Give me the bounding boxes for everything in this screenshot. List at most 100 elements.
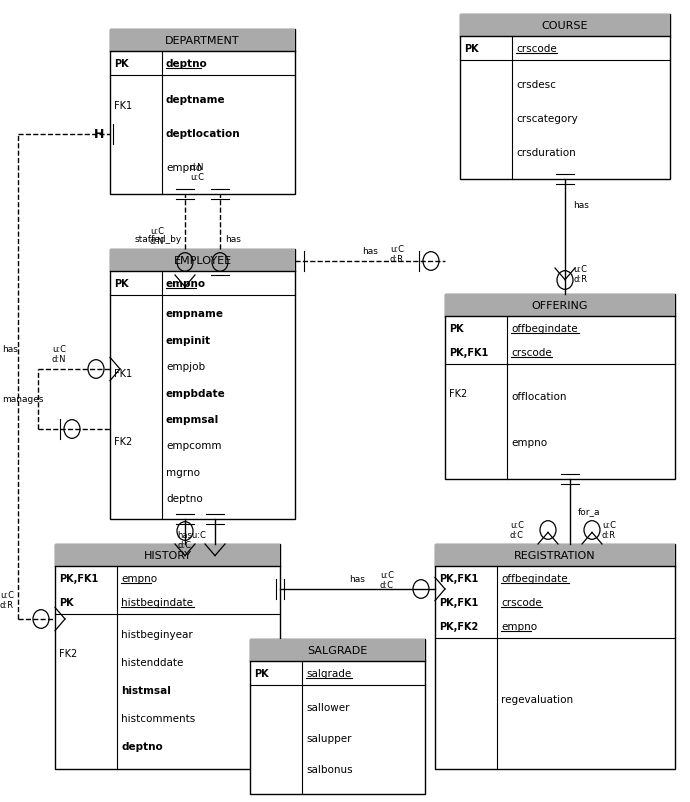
Text: histenddate: histenddate [121,657,184,667]
Text: d:R: d:R [390,255,404,264]
Text: empjob: empjob [166,362,205,371]
Text: SALGRADE: SALGRADE [307,645,368,655]
Text: FK2: FK2 [59,648,77,658]
Text: deptlocation: deptlocation [166,128,241,139]
Text: empno: empno [166,278,206,289]
Text: u:C: u:C [190,172,204,181]
Text: COURSE: COURSE [542,21,589,31]
Bar [110,30,295,52]
Text: PK,FK2: PK,FK2 [439,622,478,631]
Text: manages: manages [2,395,43,404]
Text: u:C: u:C [510,520,524,529]
Text: hasu:C: hasu:C [177,530,206,539]
Text: u:C: u:C [602,520,616,529]
Text: has: has [2,345,18,354]
Text: FK2: FK2 [114,436,132,446]
Text: offbegindate: offbegindate [501,573,568,583]
Text: H: H [94,128,104,141]
Text: u:C: u:C [52,345,66,354]
Text: crscategory: crscategory [516,114,578,124]
Bar [55,545,280,566]
Text: empno: empno [511,438,547,448]
Text: crscode: crscode [511,347,552,358]
Text: EMPLOYEE: EMPLOYEE [173,256,232,265]
Text: histbegindate: histbegindate [121,597,193,607]
Text: d:C: d:C [510,530,524,539]
Text: empno: empno [166,163,202,172]
Text: d:N: d:N [150,237,164,245]
Text: crsdesc: crsdesc [516,79,556,90]
Text: PK,FK1: PK,FK1 [449,347,489,358]
Text: for_a: for_a [578,507,600,516]
Text: histcomments: histcomments [121,714,195,723]
Text: has: has [349,575,365,584]
Text: u:C: u:C [0,589,14,599]
Text: PK: PK [254,668,268,678]
Text: empname: empname [166,309,224,319]
Bar [250,639,425,794]
Text: OFFERING: OFFERING [532,301,589,310]
Text: offbegindate: offbegindate [511,323,578,334]
Bar [460,15,670,37]
Text: deptno: deptno [166,59,208,69]
Text: u:C: u:C [573,265,587,274]
Bar [445,294,675,317]
Text: u:C: u:C [390,245,404,254]
Text: PK: PK [449,323,464,334]
Text: HISTORY: HISTORY [144,550,192,561]
Text: PK: PK [114,278,128,289]
Text: d:N: d:N [52,355,66,364]
Bar [445,294,675,480]
Bar [250,639,425,661]
Text: crscode: crscode [516,44,557,54]
Text: sallower: sallower [306,702,350,712]
Text: crsduration: crsduration [516,148,575,158]
Text: salbonus: salbonus [306,764,353,774]
Text: d:R: d:R [573,275,587,284]
Text: deptno: deptno [166,493,203,504]
Text: regevaluation: regevaluation [501,695,573,704]
Text: empno: empno [121,573,157,583]
Text: has: has [573,200,589,209]
Text: u:C: u:C [150,227,164,237]
Text: u:C: u:C [380,571,394,580]
Text: salgrade: salgrade [306,668,351,678]
Text: d:R: d:R [0,601,14,610]
Text: histmsal: histmsal [121,685,171,695]
Text: d:C: d:C [177,540,191,549]
Bar [55,545,280,769]
Bar [435,545,675,769]
Bar [110,30,295,195]
Text: salupper: salupper [306,733,351,743]
Text: FK2: FK2 [449,388,467,399]
Text: FK1: FK1 [114,100,132,111]
Bar [110,249,295,272]
Text: deptno: deptno [121,742,163,751]
Text: d:R: d:R [602,530,616,539]
Text: histbeginyear: histbeginyear [121,629,193,639]
Text: PK: PK [59,597,74,607]
Text: PK,FK1: PK,FK1 [439,573,478,583]
Bar [110,249,295,520]
Bar [435,545,675,566]
Text: has: has [225,235,241,244]
Text: d:C: d:C [380,581,394,589]
Text: FK1: FK1 [114,369,132,379]
Text: empno: empno [501,622,537,631]
Text: REGISTRATION: REGISTRATION [514,550,595,561]
Text: empbdate: empbdate [166,388,226,398]
Text: offlocation: offlocation [511,391,566,402]
Text: PK,FK1: PK,FK1 [59,573,98,583]
Text: PK: PK [114,59,128,69]
Text: empcomm: empcomm [166,440,221,451]
Text: d:N: d:N [190,162,204,172]
Text: empmsal: empmsal [166,415,219,424]
Text: mgrno: mgrno [166,467,200,477]
Text: staffed_by: staffed_by [135,235,182,244]
Text: has: has [362,247,378,256]
Text: deptname: deptname [166,95,226,105]
Bar [460,15,670,180]
Text: crscode: crscode [501,597,542,607]
Text: PK,FK1: PK,FK1 [439,597,478,607]
Text: PK: PK [464,44,479,54]
